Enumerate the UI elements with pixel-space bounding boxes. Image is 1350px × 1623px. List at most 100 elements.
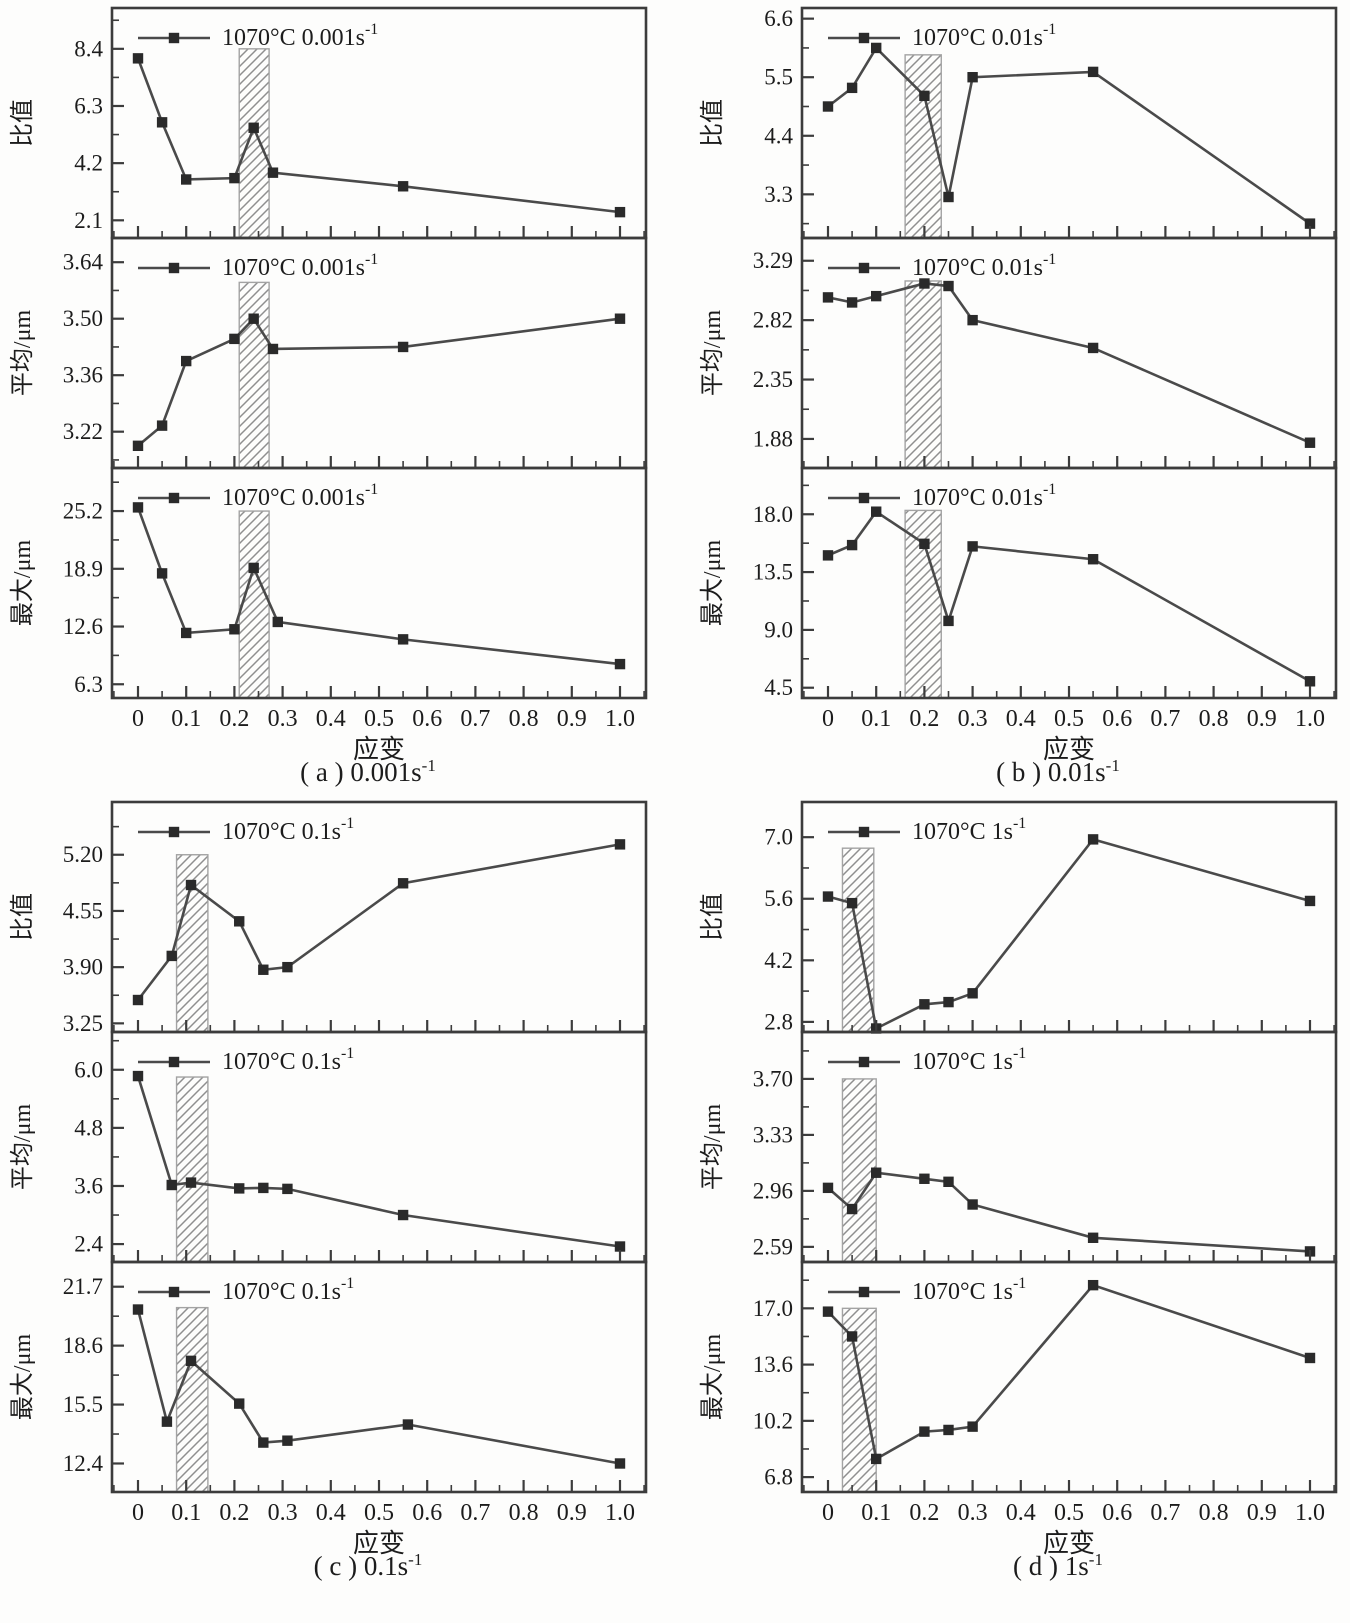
plot-border <box>800 1030 1338 1264</box>
series-line <box>136 1309 621 1465</box>
data-point-marker <box>166 1179 177 1191</box>
legend-label: 1070°C 1s-1 <box>912 1275 1026 1306</box>
x-tick-label: 0.5 <box>364 706 394 732</box>
legend-marker <box>858 1056 870 1068</box>
legend-marker <box>168 826 180 838</box>
data-point-marker <box>185 1177 197 1188</box>
x-tick-label: 1.0 <box>605 1500 635 1526</box>
y-tick-label: 17.0 <box>753 1296 793 1321</box>
data-point-marker <box>282 961 293 973</box>
x-tick-label: 0.9 <box>557 1500 587 1526</box>
panel-a-caption: ( a ) 0.001s-1 <box>100 756 636 790</box>
x-tick-label: 0.7 <box>1150 1500 1180 1526</box>
drx-region-band <box>175 1306 209 1493</box>
data-point-marker <box>1304 218 1316 229</box>
legend-label: 1070°C 0.001s-1 <box>222 251 378 282</box>
x-tick-label: 0.8 <box>1199 1500 1229 1526</box>
data-point-marker <box>871 1167 882 1178</box>
x-tick-label: 0.3 <box>268 706 298 732</box>
caption-exponent: -1 <box>1088 1550 1103 1569</box>
x-tick-label: 0.3 <box>958 706 988 732</box>
x-tick-label: 0.9 <box>1247 1500 1277 1526</box>
data-point-marker <box>248 122 259 133</box>
y-tick-label: 3.6 <box>74 1173 103 1198</box>
data-point-marker <box>846 1331 858 1342</box>
y-tick-label: 6.3 <box>74 93 103 118</box>
data-point-marker <box>397 181 409 192</box>
data-point-marker <box>846 1203 858 1215</box>
y-tick-label: 4.4 <box>764 123 793 148</box>
data-point-marker <box>1087 1279 1099 1291</box>
subplot-1: 1.88 2.35 2.82 3.29 平均/μm 1070°C 0.01s-1 <box>699 236 1338 470</box>
legend-marker <box>168 1056 180 1068</box>
legend-marker <box>168 32 180 44</box>
legend-label: 1070°C 0.01s-1 <box>912 21 1056 52</box>
x-tick-label: 0.4 <box>1006 1500 1036 1526</box>
data-point-marker <box>156 420 168 431</box>
x-tick-label: 0.1 <box>171 706 201 732</box>
y-tick-label: 18.0 <box>753 502 793 527</box>
y-tick-label: 18.6 <box>63 1333 103 1358</box>
y-axis-title: 平均/μm <box>9 1104 36 1191</box>
drx-region-band <box>238 48 270 239</box>
data-point-marker <box>822 891 834 902</box>
y-tick-label: 3.90 <box>63 955 103 980</box>
subplot-2: 12.4 15.5 18.6 21.7 最大/μm 1070°C 0.1s-1 <box>9 1260 648 1494</box>
plot-border <box>110 1260 648 1494</box>
drx-region-band <box>175 1076 209 1263</box>
data-point-marker <box>132 502 144 513</box>
drx-region-band <box>904 509 942 699</box>
data-point-marker <box>229 624 240 635</box>
data-point-marker <box>161 1416 173 1427</box>
data-point-marker <box>919 1173 930 1184</box>
data-point-marker <box>1304 895 1316 907</box>
data-point-marker <box>402 1419 414 1430</box>
y-tick-label: 4.55 <box>63 898 103 923</box>
data-point-marker <box>156 568 168 579</box>
data-point-marker <box>397 878 409 889</box>
y-tick-label: 4.2 <box>74 151 103 176</box>
plot-border <box>110 236 648 470</box>
x-tick-label: 0.6 <box>1102 1500 1132 1526</box>
data-point-marker <box>943 615 954 627</box>
x-tick-label: 0.2 <box>219 1500 249 1526</box>
data-point-marker <box>181 627 192 639</box>
panel-c-chart: 3.25 3.90 4.55 5.20 比值 1070°C 0.1s-1 2.4 3.6 4.8… <box>9 800 648 1556</box>
series-line <box>136 1075 621 1248</box>
panel-d-caption: ( d ) 1s-1 <box>790 1550 1326 1584</box>
x-tick-label: 0.7 <box>460 1500 490 1526</box>
data-point-marker <box>822 101 834 112</box>
panel-a: 2.1 4.2 6.3 8.4 比值 1070°C 0.001s-1 3.22 3.36 3.5… <box>0 0 660 790</box>
data-point-marker <box>614 313 626 324</box>
subplot-2: 6.3 12.6 18.9 25.2 最大/μm 1070°C 0.001s-1 <box>9 466 648 700</box>
y-tick-label: 2.35 <box>753 367 793 392</box>
data-point-marker <box>248 562 259 574</box>
caption-exponent: -1 <box>421 756 436 775</box>
x-tick-label: 0 <box>822 706 834 732</box>
data-point-marker <box>919 1426 930 1437</box>
panel-b: 3.3 4.4 5.5 6.6 比值 1070°C 0.01s-1 1.88 2.35 2.82… <box>690 0 1350 790</box>
caption-text: ( b ) 0.01s <box>996 757 1106 787</box>
data-point-marker <box>967 1199 978 1210</box>
caption-exponent: -1 <box>408 1550 423 1569</box>
x-axis-title: 应变 <box>1043 735 1095 762</box>
subplot-1: 2.59 2.96 3.33 3.70 平均/μm 1070°C 1s-1 <box>699 1030 1338 1264</box>
data-point-marker <box>846 297 858 308</box>
data-point-marker <box>967 1421 978 1432</box>
y-tick-label: 4.5 <box>764 675 793 700</box>
data-point-marker <box>822 1306 834 1317</box>
x-tick-label: 0.5 <box>1054 1500 1084 1526</box>
data-point-marker <box>614 1241 626 1252</box>
x-axis-title: 应变 <box>353 1529 405 1556</box>
y-tick-label: 9.0 <box>764 617 793 642</box>
data-point-marker <box>258 1182 269 1194</box>
y-axis-title: 比值 <box>699 99 726 147</box>
legend-label: 1070°C 0.1s-1 <box>222 1045 354 1076</box>
data-point-marker <box>846 897 858 909</box>
data-point-marker <box>871 506 882 517</box>
caption-text: ( a ) 0.001s <box>300 757 422 787</box>
y-tick-label: 3.25 <box>63 1011 103 1036</box>
panel-d: 2.8 4.2 5.6 7.0 比值 1070°C 1s-1 2.59 2.96 3.33 3.7… <box>690 794 1350 1584</box>
y-tick-label: 5.6 <box>764 886 793 911</box>
y-axis-title: 比值 <box>9 99 36 147</box>
